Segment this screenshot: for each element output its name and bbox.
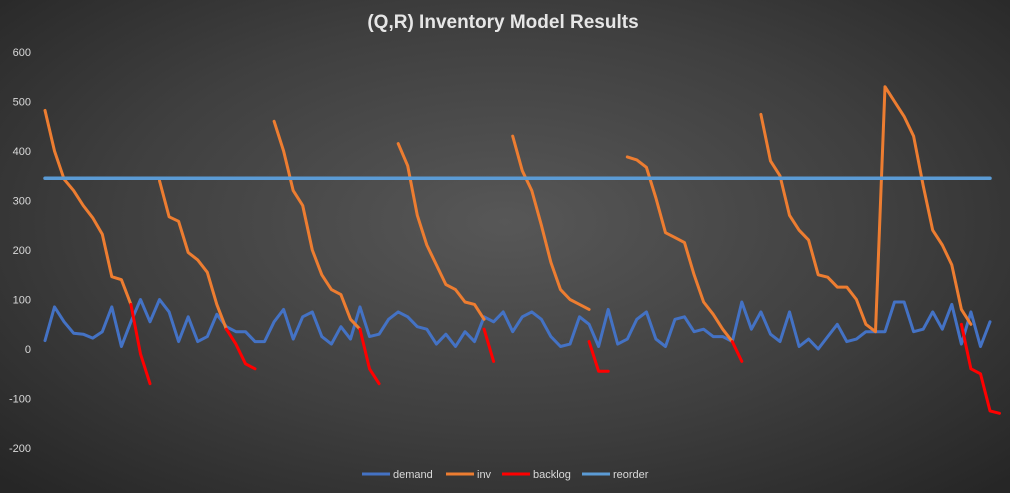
series-inv [43, 85, 973, 344]
series-line-inv [511, 134, 591, 311]
legend: demand inv backlog reorder [362, 469, 649, 481]
series-line-backlog [959, 322, 1001, 415]
y-tick-label: 0 [25, 344, 31, 356]
y-tick-label: 500 [13, 97, 31, 109]
y-tick-label: 200 [13, 245, 31, 257]
series-line-inv [272, 119, 362, 331]
series-line-inv [759, 85, 973, 334]
series-backlog [129, 302, 1001, 415]
y-tick-label: 400 [13, 146, 31, 158]
series-layer [43, 85, 1001, 415]
series-line-inv [396, 142, 486, 321]
legend-label-inv: inv [477, 469, 492, 481]
y-tick-label: -100 [9, 394, 31, 406]
legend-label-reorder: reorder [613, 469, 649, 481]
chart-title: (Q,R) Inventory Model Results [367, 12, 638, 33]
series-line-inv [158, 179, 228, 331]
series-line-backlog [224, 327, 257, 371]
series-line-inv [625, 155, 734, 344]
y-tick-label: 100 [13, 295, 31, 307]
series-line-backlog [587, 340, 610, 373]
series-line-backlog [129, 302, 152, 386]
series-line-backlog [730, 340, 744, 363]
y-tick-label: 300 [13, 196, 31, 208]
series-demand [43, 298, 992, 351]
series-line-inv [43, 108, 133, 306]
legend-label-backlog: backlog [533, 469, 571, 481]
legend-label-demand: demand [393, 469, 433, 481]
y-axis: 600 500 400 300 200 100 0 -100 -200 [9, 47, 31, 455]
series-line-backlog [482, 327, 496, 363]
series-line-backlog [358, 327, 381, 386]
y-tick-label: -200 [9, 443, 31, 455]
series-line-demand [43, 298, 992, 351]
y-tick-label: 600 [13, 47, 31, 59]
